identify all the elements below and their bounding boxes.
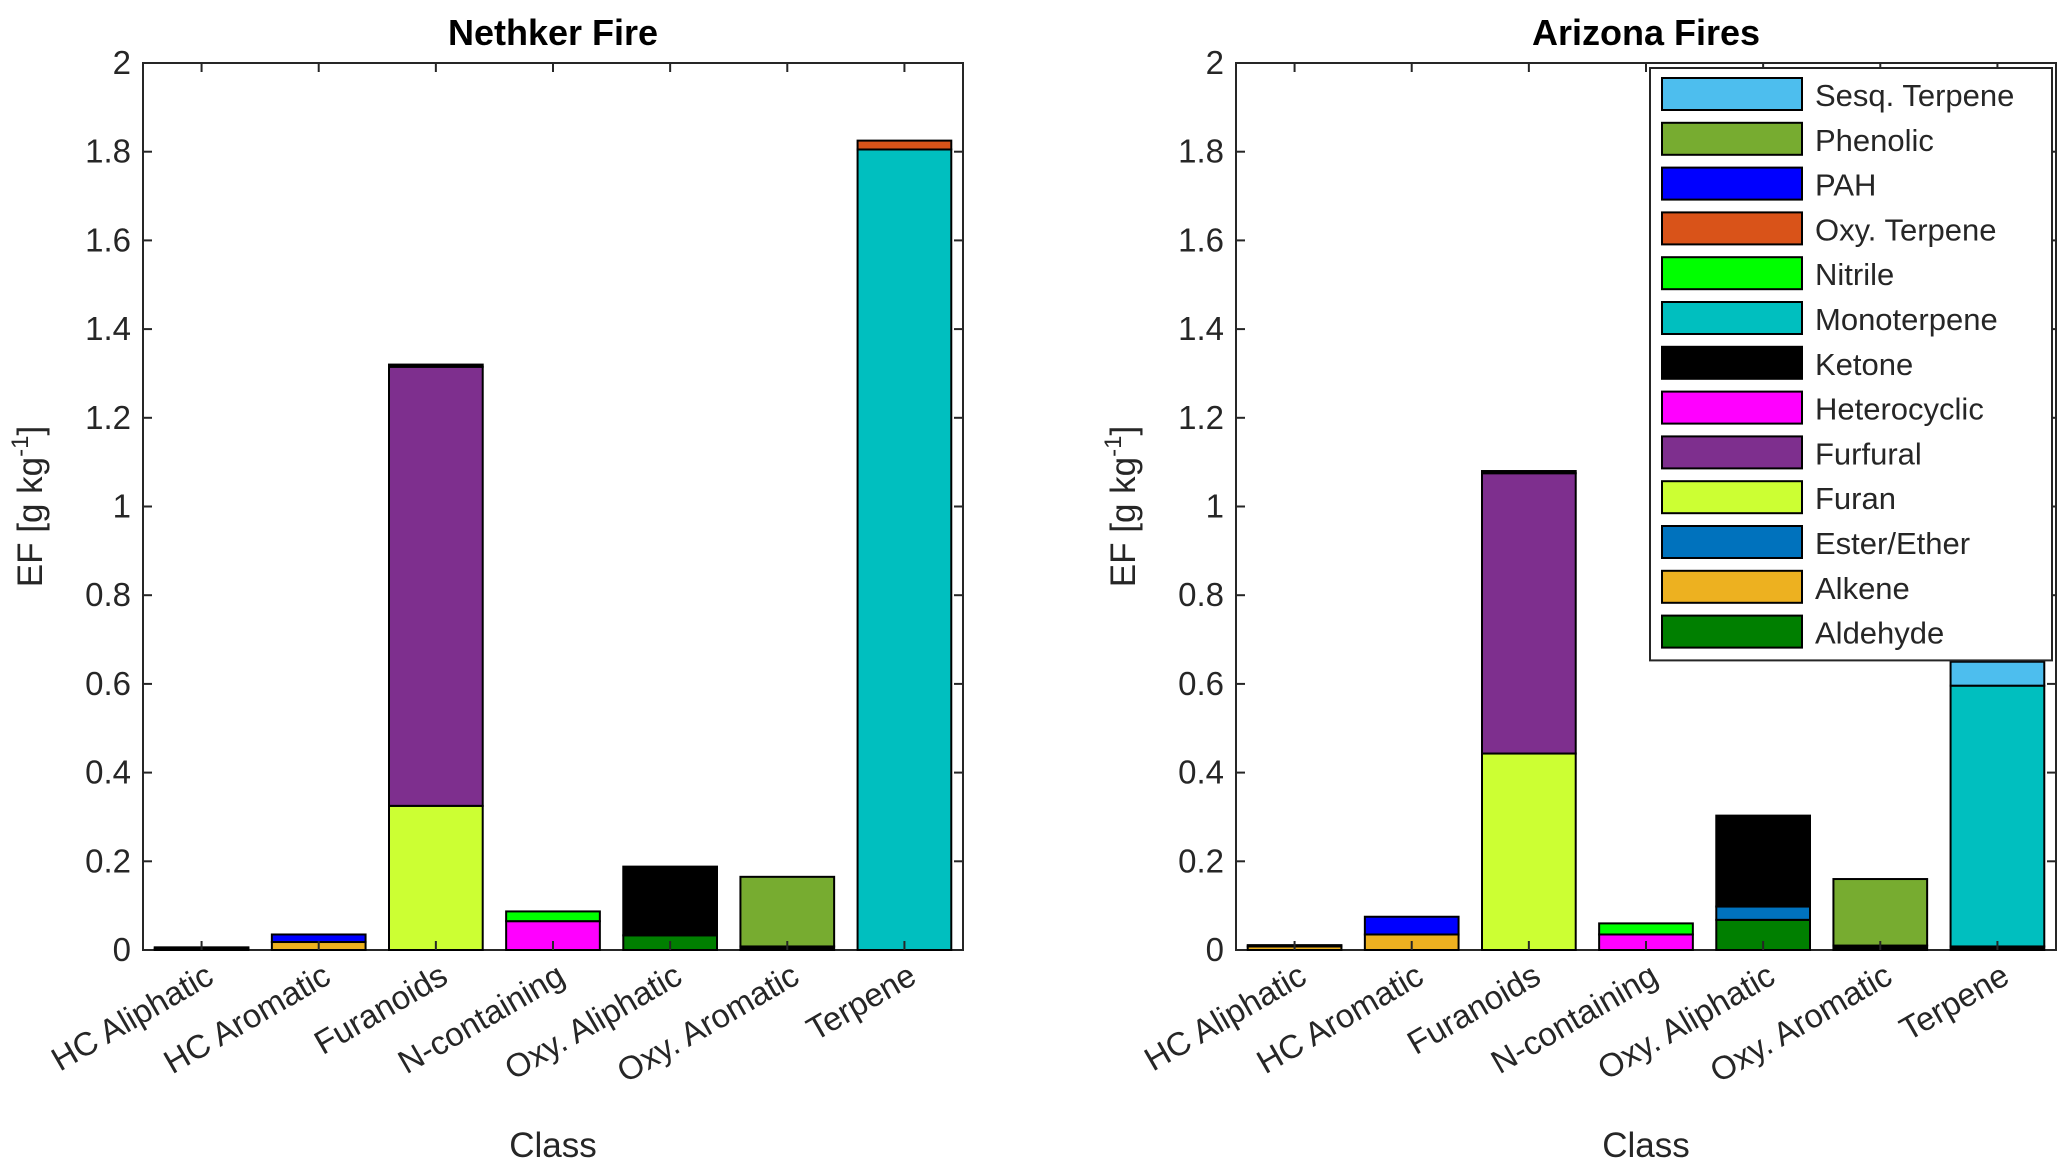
bar-n-containing-nitrile xyxy=(505,910,601,923)
y-tick-label: 2 xyxy=(113,44,131,81)
bar-furanoids-ketone xyxy=(388,363,484,368)
legend-label-nitrile: Nitrile xyxy=(1815,257,1894,292)
bar-oxy-aliphatic-ester-ether xyxy=(1715,905,1812,921)
legend-label-heterocyclic: Heterocyclic xyxy=(1815,392,1984,427)
y-axis-label-main: EF [g kg xyxy=(11,457,50,587)
legend-label-sesq-terpene: Sesq. Terpene xyxy=(1815,78,2014,113)
x-tick-label-terpene: Terpene xyxy=(800,956,922,1048)
y-tick-label: 0 xyxy=(1206,931,1224,968)
y-tick-label: 0 xyxy=(113,931,131,968)
y-tick-label: 0.2 xyxy=(85,842,131,879)
y-axis-label-end: ] xyxy=(11,426,50,436)
y-tick-label: 2 xyxy=(1206,44,1224,81)
legend-swatch-monoterpene xyxy=(1661,301,1803,335)
legend-label-monoterpene: Monoterpene xyxy=(1815,302,1998,337)
legend-label-pah: PAH xyxy=(1815,168,1876,203)
bar-furanoids-ketone xyxy=(1481,470,1577,475)
bar-furanoids-furan xyxy=(388,804,484,951)
y-axis-label-sup: -1 xyxy=(1100,436,1127,457)
legend-swatch-heterocyclic xyxy=(1661,390,1803,425)
chart-title: Nethker Fire xyxy=(448,12,658,53)
y-tick-label: 0.6 xyxy=(1178,665,1224,702)
chart-title: Arizona Fires xyxy=(1532,12,1760,53)
x-axis-label: Class xyxy=(509,1126,597,1165)
bar-terpene-monoterpene xyxy=(1949,684,2046,948)
legend-swatch-nitrile xyxy=(1661,256,1803,291)
y-tick-label: 0.2 xyxy=(1178,842,1224,879)
y-tick-label: 0.8 xyxy=(85,576,131,613)
legend-swatch-furfural xyxy=(1661,435,1803,470)
legend-swatch-ketone xyxy=(1661,345,1803,380)
bar-hc-aromatic-pah xyxy=(270,933,367,944)
y-tick-label: 0.8 xyxy=(1178,576,1224,613)
y-axis-label: EF [g kg-1] xyxy=(1100,426,1143,587)
bar-oxy-aromatic-phenolic xyxy=(739,875,836,948)
legend-swatch-aldehyde xyxy=(1661,614,1803,649)
y-tick-label: 1.2 xyxy=(85,399,131,436)
bar-oxy-aromatic-phenolic xyxy=(1832,878,1929,947)
y-tick-label: 1.8 xyxy=(1178,133,1224,170)
y-tick-label: 1.4 xyxy=(1178,310,1224,347)
x-axis-label: Class xyxy=(1602,1126,1690,1165)
legend: Sesq. Terpene Phenolic PAH Oxy. Terpene Nitr… xyxy=(1649,67,2053,662)
bar-oxy-aliphatic-ketone xyxy=(622,865,718,937)
y-axis-label-sup: -1 xyxy=(7,436,34,457)
bar-terpene-sesq-terpene xyxy=(1949,660,2046,687)
y-tick-label: 1.8 xyxy=(85,133,131,170)
bar-furanoids-furan xyxy=(1481,752,1577,951)
bar-terpene-monoterpene xyxy=(856,148,953,952)
y-tick-label: 1 xyxy=(113,488,131,525)
legend-label-alkene: Alkene xyxy=(1815,571,1910,606)
bar-oxy-aliphatic-ketone xyxy=(1715,814,1812,908)
legend-swatch-phenolic xyxy=(1661,121,1803,156)
legend-swatch-oxy-terpene xyxy=(1661,211,1803,246)
bar-hc-aromatic-pah xyxy=(1363,915,1460,936)
legend-swatch-sesq-terpene xyxy=(1661,77,1803,111)
y-axis-label-end: ] xyxy=(1104,426,1143,436)
y-tick-label: 0.4 xyxy=(1178,754,1224,791)
legend-swatch-pah xyxy=(1661,166,1803,201)
legend-label-furan: Furan xyxy=(1815,481,1896,516)
y-tick-label: 1.2 xyxy=(1178,399,1224,436)
y-tick-label: 0.4 xyxy=(85,754,131,791)
legend-label-ester-ether: Ester/Ether xyxy=(1815,526,1970,561)
y-tick-label: 1 xyxy=(1206,488,1224,525)
legend-swatch-ester-ether xyxy=(1661,525,1803,559)
y-tick-label: 1.6 xyxy=(1178,221,1224,258)
plot-area xyxy=(142,62,964,951)
bar-furanoids-furfural xyxy=(1481,472,1577,755)
legend-swatch-alkene xyxy=(1661,569,1803,604)
legend-swatch-furan xyxy=(1661,480,1803,515)
y-axis-label-main: EF [g kg xyxy=(1104,457,1143,587)
legend-label-oxy-terpene: Oxy. Terpene xyxy=(1815,212,1997,247)
y-tick-label: 1.4 xyxy=(85,310,131,347)
bar-furanoids-furfural xyxy=(388,365,484,807)
y-axis-label: EF [g kg-1] xyxy=(7,426,50,587)
legend-label-phenolic: Phenolic xyxy=(1815,123,1934,158)
legend-label-ketone: Ketone xyxy=(1815,347,1913,382)
legend-label-furfural: Furfural xyxy=(1815,436,1922,471)
bar-n-containing-nitrile xyxy=(1598,922,1694,936)
y-tick-label: 1.6 xyxy=(85,221,131,258)
legend-label-aldehyde: Aldehyde xyxy=(1815,616,1944,651)
bar-terpene-oxy-terpene xyxy=(856,139,953,151)
y-tick-label: 0.6 xyxy=(85,665,131,702)
x-tick-label-terpene: Terpene xyxy=(1893,956,2015,1048)
